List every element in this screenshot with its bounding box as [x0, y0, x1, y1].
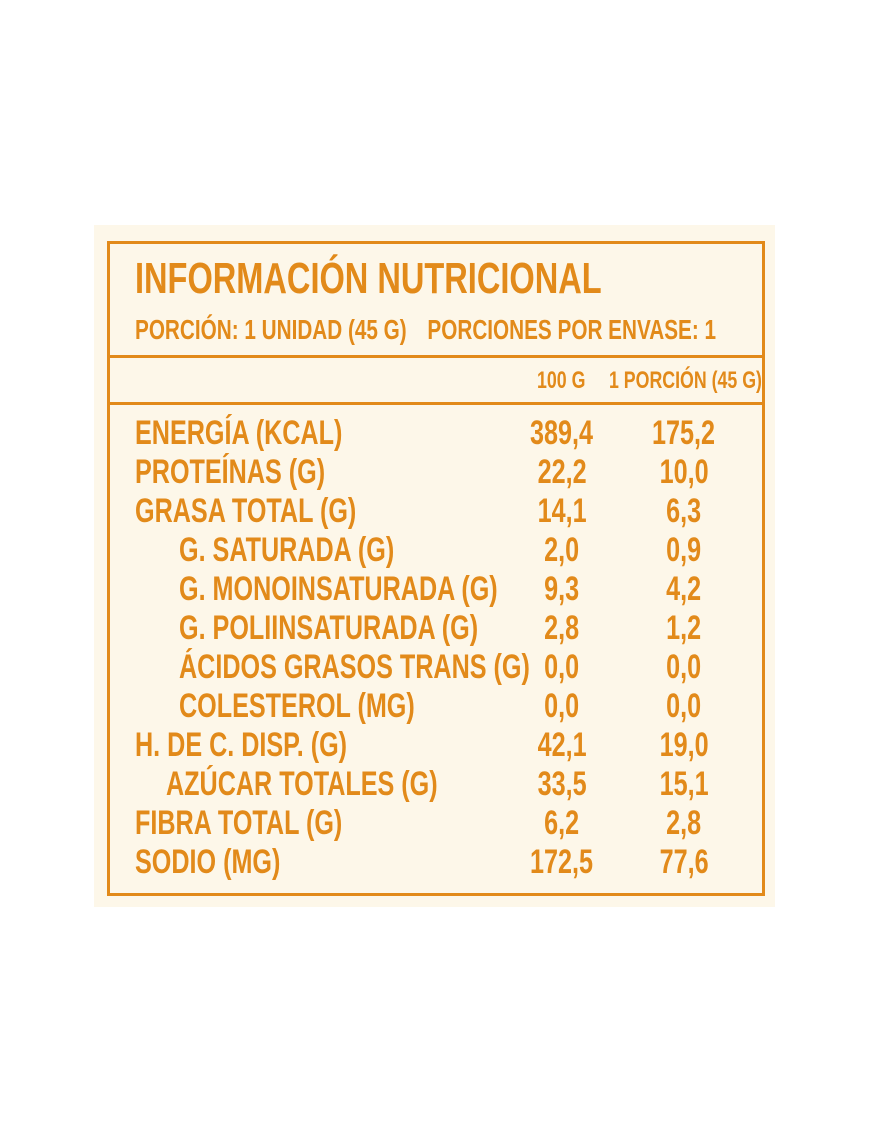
value-per-100g-text: 9,3 [544, 570, 580, 608]
value-per-portion-text: 10,0 [659, 453, 709, 491]
table-row: ENERGÍA (KCAL) 389,4 175,2 [110, 414, 762, 453]
nutrient-name-text: PROTEÍNAS (G) [135, 453, 326, 491]
value-per-portion-text: 0,9 [666, 531, 702, 569]
value-per-portion: 4,2 [624, 570, 744, 609]
nutrient-name-text: G. MONOINSATURADA (G) [179, 570, 498, 608]
nutrient-name-text: H. DE C. DISP. (G) [135, 726, 348, 764]
table-row: G. POLIINSATURADA (G) 2,8 1,2 [110, 609, 762, 648]
table-row: FIBRA TOTAL (G) 6,2 2,8 [110, 804, 762, 843]
value-per-portion: 0,0 [624, 687, 744, 726]
value-per-100g-text: 389,4 [530, 414, 594, 452]
value-per-portion-text: 0,0 [666, 648, 702, 686]
table-row: COLESTEROL (MG) 0,0 0,0 [110, 687, 762, 726]
nutrient-name-text: GRASA TOTAL (G) [135, 492, 357, 530]
value-per-100g: 22,2 [502, 453, 622, 492]
value-per-portion-text: 175,2 [652, 414, 716, 452]
value-per-portion-text: 0,0 [666, 687, 702, 725]
value-per-100g-text: 0,0 [544, 687, 580, 725]
table-row: AZÚCAR TOTALES (G) 33,5 15,1 [110, 765, 762, 804]
nutrient-name-text: G. SATURADA (G) [179, 531, 395, 569]
table-row: G. MONOINSATURADA (G) 9,3 4,2 [110, 570, 762, 609]
divider-top [110, 355, 762, 358]
value-per-100g-text: 2,0 [544, 531, 580, 569]
serving-info: PORCIÓN: 1 UNIDAD (45 G) PORCIONES POR EN… [135, 314, 870, 346]
nutrient-name-text: FIBRA TOTAL (G) [135, 804, 343, 842]
column-header-portion-text: 1 PORCIÓN (45 G) [609, 367, 762, 394]
value-per-100g-text: 0,0 [544, 648, 580, 686]
table-row: GRASA TOTAL (G) 14,1 6,3 [110, 492, 762, 531]
divider-header [110, 402, 762, 405]
value-per-portion-text: 4,2 [666, 570, 702, 608]
value-per-100g-text: 22,2 [537, 453, 587, 491]
nutrient-name: PROTEÍNAS (G) [135, 453, 392, 492]
table-row: SODIO (MG) 172,5 77,6 [110, 843, 762, 882]
value-per-portion: 2,8 [624, 804, 744, 843]
nutrient-name-text: ENERGÍA (KCAL) [135, 414, 343, 452]
portion-size: PORCIÓN: 1 UNIDAD (45 G) [135, 314, 407, 345]
value-per-100g: 9,3 [502, 570, 622, 609]
value-per-portion-text: 6,3 [666, 492, 702, 530]
nutrient-name: SODIO (MG) [135, 843, 331, 882]
table-row: PROTEÍNAS (G) 22,2 10,0 [110, 453, 762, 492]
serving-text: PORCIÓN: 1 UNIDAD (45 G) PORCIONES POR EN… [135, 314, 716, 346]
value-per-100g: 389,4 [502, 414, 622, 453]
value-per-100g: 2,8 [502, 609, 622, 648]
value-per-100g-text: 33,5 [537, 765, 587, 803]
value-per-portion: 0,9 [624, 531, 744, 570]
value-per-100g-text: 42,1 [537, 726, 587, 764]
value-per-100g: 0,0 [502, 687, 622, 726]
value-per-portion: 175,2 [624, 414, 744, 453]
value-per-100g-text: 14,1 [537, 492, 587, 530]
value-per-100g: 2,0 [502, 531, 622, 570]
portions-per-container: PORCIONES POR ENVASE: 1 [427, 314, 717, 345]
nutrient-name: G. SATURADA (G) [179, 531, 470, 570]
value-per-100g-text: 6,2 [544, 804, 580, 842]
table-row: ÁCIDOS GRASOS TRANS (G) 0,0 0,0 [110, 648, 762, 687]
nutrient-name: H. DE C. DISP. (G) [135, 726, 422, 765]
value-per-100g: 6,2 [502, 804, 622, 843]
nutrient-name: G. MONOINSATURADA (G) [179, 570, 610, 609]
table-row: H. DE C. DISP. (G) 42,1 19,0 [110, 726, 762, 765]
nutrient-name: AZÚCAR TOTALES (G) [166, 765, 533, 804]
nutrient-name-text: G. POLIINSATURADA (G) [179, 609, 479, 647]
table-row: G. SATURADA (G) 2,0 0,9 [110, 531, 762, 570]
nutrient-name: COLESTEROL (MG) [179, 687, 498, 726]
value-per-100g: 172,5 [502, 843, 622, 882]
nutrient-name-text: COLESTEROL (MG) [179, 687, 415, 725]
value-per-portion: 1,2 [624, 609, 744, 648]
value-per-portion-text: 1,2 [666, 609, 702, 647]
nutrient-name: GRASA TOTAL (G) [135, 492, 434, 531]
value-per-100g: 0,0 [502, 648, 622, 687]
nutrient-name: FIBRA TOTAL (G) [135, 804, 415, 843]
value-per-portion: 15,1 [624, 765, 744, 804]
nutrient-name-text: ÁCIDOS GRASOS TRANS (G) [179, 648, 530, 686]
value-per-portion: 6,3 [624, 492, 744, 531]
nutrient-name: G. POLIINSATURADA (G) [179, 609, 583, 648]
nutrient-name-text: SODIO (MG) [135, 843, 281, 881]
value-per-portion: 10,0 [624, 453, 744, 492]
value-per-portion: 0,0 [624, 648, 744, 687]
nutrient-name-text: AZÚCAR TOTALES (G) [166, 765, 438, 803]
value-per-100g-text: 172,5 [530, 843, 594, 881]
value-per-portion-text: 15,1 [659, 765, 709, 803]
value-per-100g: 33,5 [502, 765, 622, 804]
table-title: INFORMACIÓN NUTRICIONAL [135, 254, 766, 304]
value-per-portion-text: 77,6 [659, 843, 709, 881]
column-header-portion: 1 PORCIÓN (45 G) [609, 367, 816, 395]
value-per-portion: 77,6 [624, 843, 744, 882]
nutrition-facts-table: INFORMACIÓN NUTRICIONAL PORCIÓN: 1 UNIDA… [107, 241, 765, 896]
nutrient-name: ENERGÍA (KCAL) [135, 414, 415, 453]
label-background [94, 225, 775, 907]
value-per-portion: 19,0 [624, 726, 744, 765]
title-text: INFORMACIÓN NUTRICIONAL [135, 254, 602, 303]
column-header-100g-text: 100 G [537, 367, 586, 394]
value-per-100g-text: 2,8 [544, 609, 580, 647]
value-per-portion-text: 2,8 [666, 804, 702, 842]
value-per-portion-text: 19,0 [659, 726, 709, 764]
nutrient-name: ÁCIDOS GRASOS TRANS (G) [179, 648, 653, 687]
value-per-100g: 14,1 [502, 492, 622, 531]
column-header-100g: 100 G [537, 367, 602, 395]
value-per-100g: 42,1 [502, 726, 622, 765]
